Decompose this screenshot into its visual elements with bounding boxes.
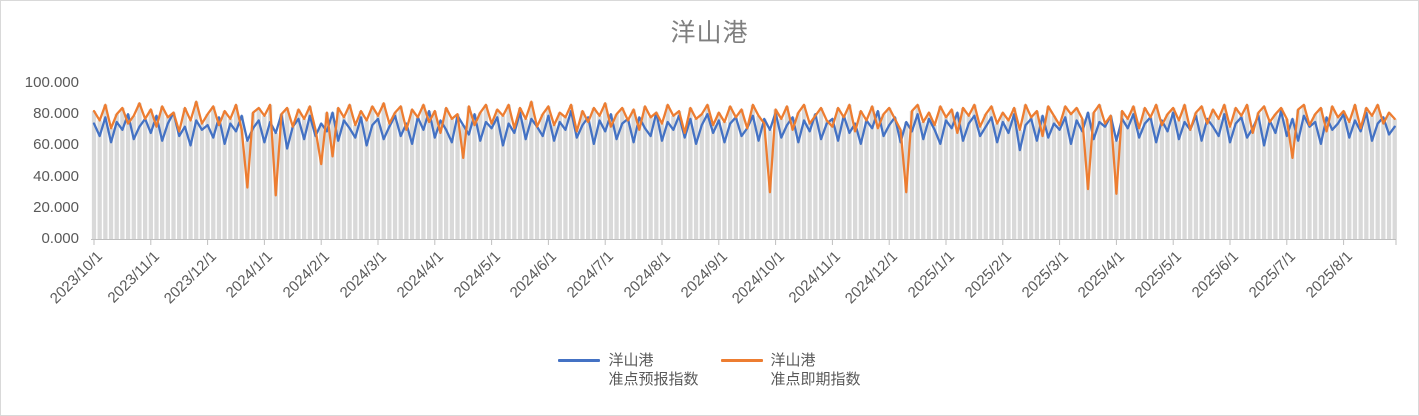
legend-label-spot-line2: 准点即期指数 [770, 371, 861, 388]
legend-item-forecast[interactable]: 洋山港 准点预报指数 [558, 351, 699, 389]
legend: 洋山港 准点预报指数 洋山港 准点即期指数 [1, 351, 1418, 389]
y-tick-label: 80.000 [33, 105, 79, 123]
legend-label-forecast-line2: 准点预报指数 [608, 371, 699, 388]
y-tick-label: 60.000 [33, 136, 79, 154]
y-tick-label: 0.000 [41, 230, 79, 247]
forecast-line-series[interactable] [92, 109, 1396, 152]
legend-label-forecast: 洋山港 准点预报指数 [608, 351, 698, 389]
legend-label-forecast-line1: 洋山港 [608, 352, 654, 369]
spot-line-series[interactable] [92, 100, 1396, 197]
legend-label-spot: 洋山港 准点即期指数 [771, 351, 861, 389]
background-bar-series [91, 101, 1397, 240]
chart-title: 洋山港 [670, 19, 749, 47]
y-tick-label: 40.000 [33, 167, 79, 185]
legend-line-swatch-spot [720, 359, 763, 362]
legend-label-spot-line1: 洋山港 [770, 352, 816, 369]
y-tick-label: 100.000 [24, 74, 79, 91]
legend-item-spot[interactable]: 洋山港 准点即期指数 [720, 351, 861, 389]
legend-line-swatch-forecast [558, 359, 601, 362]
plot-area[interactable] [91, 76, 1403, 248]
y-tick-label: 20.000 [33, 198, 79, 216]
